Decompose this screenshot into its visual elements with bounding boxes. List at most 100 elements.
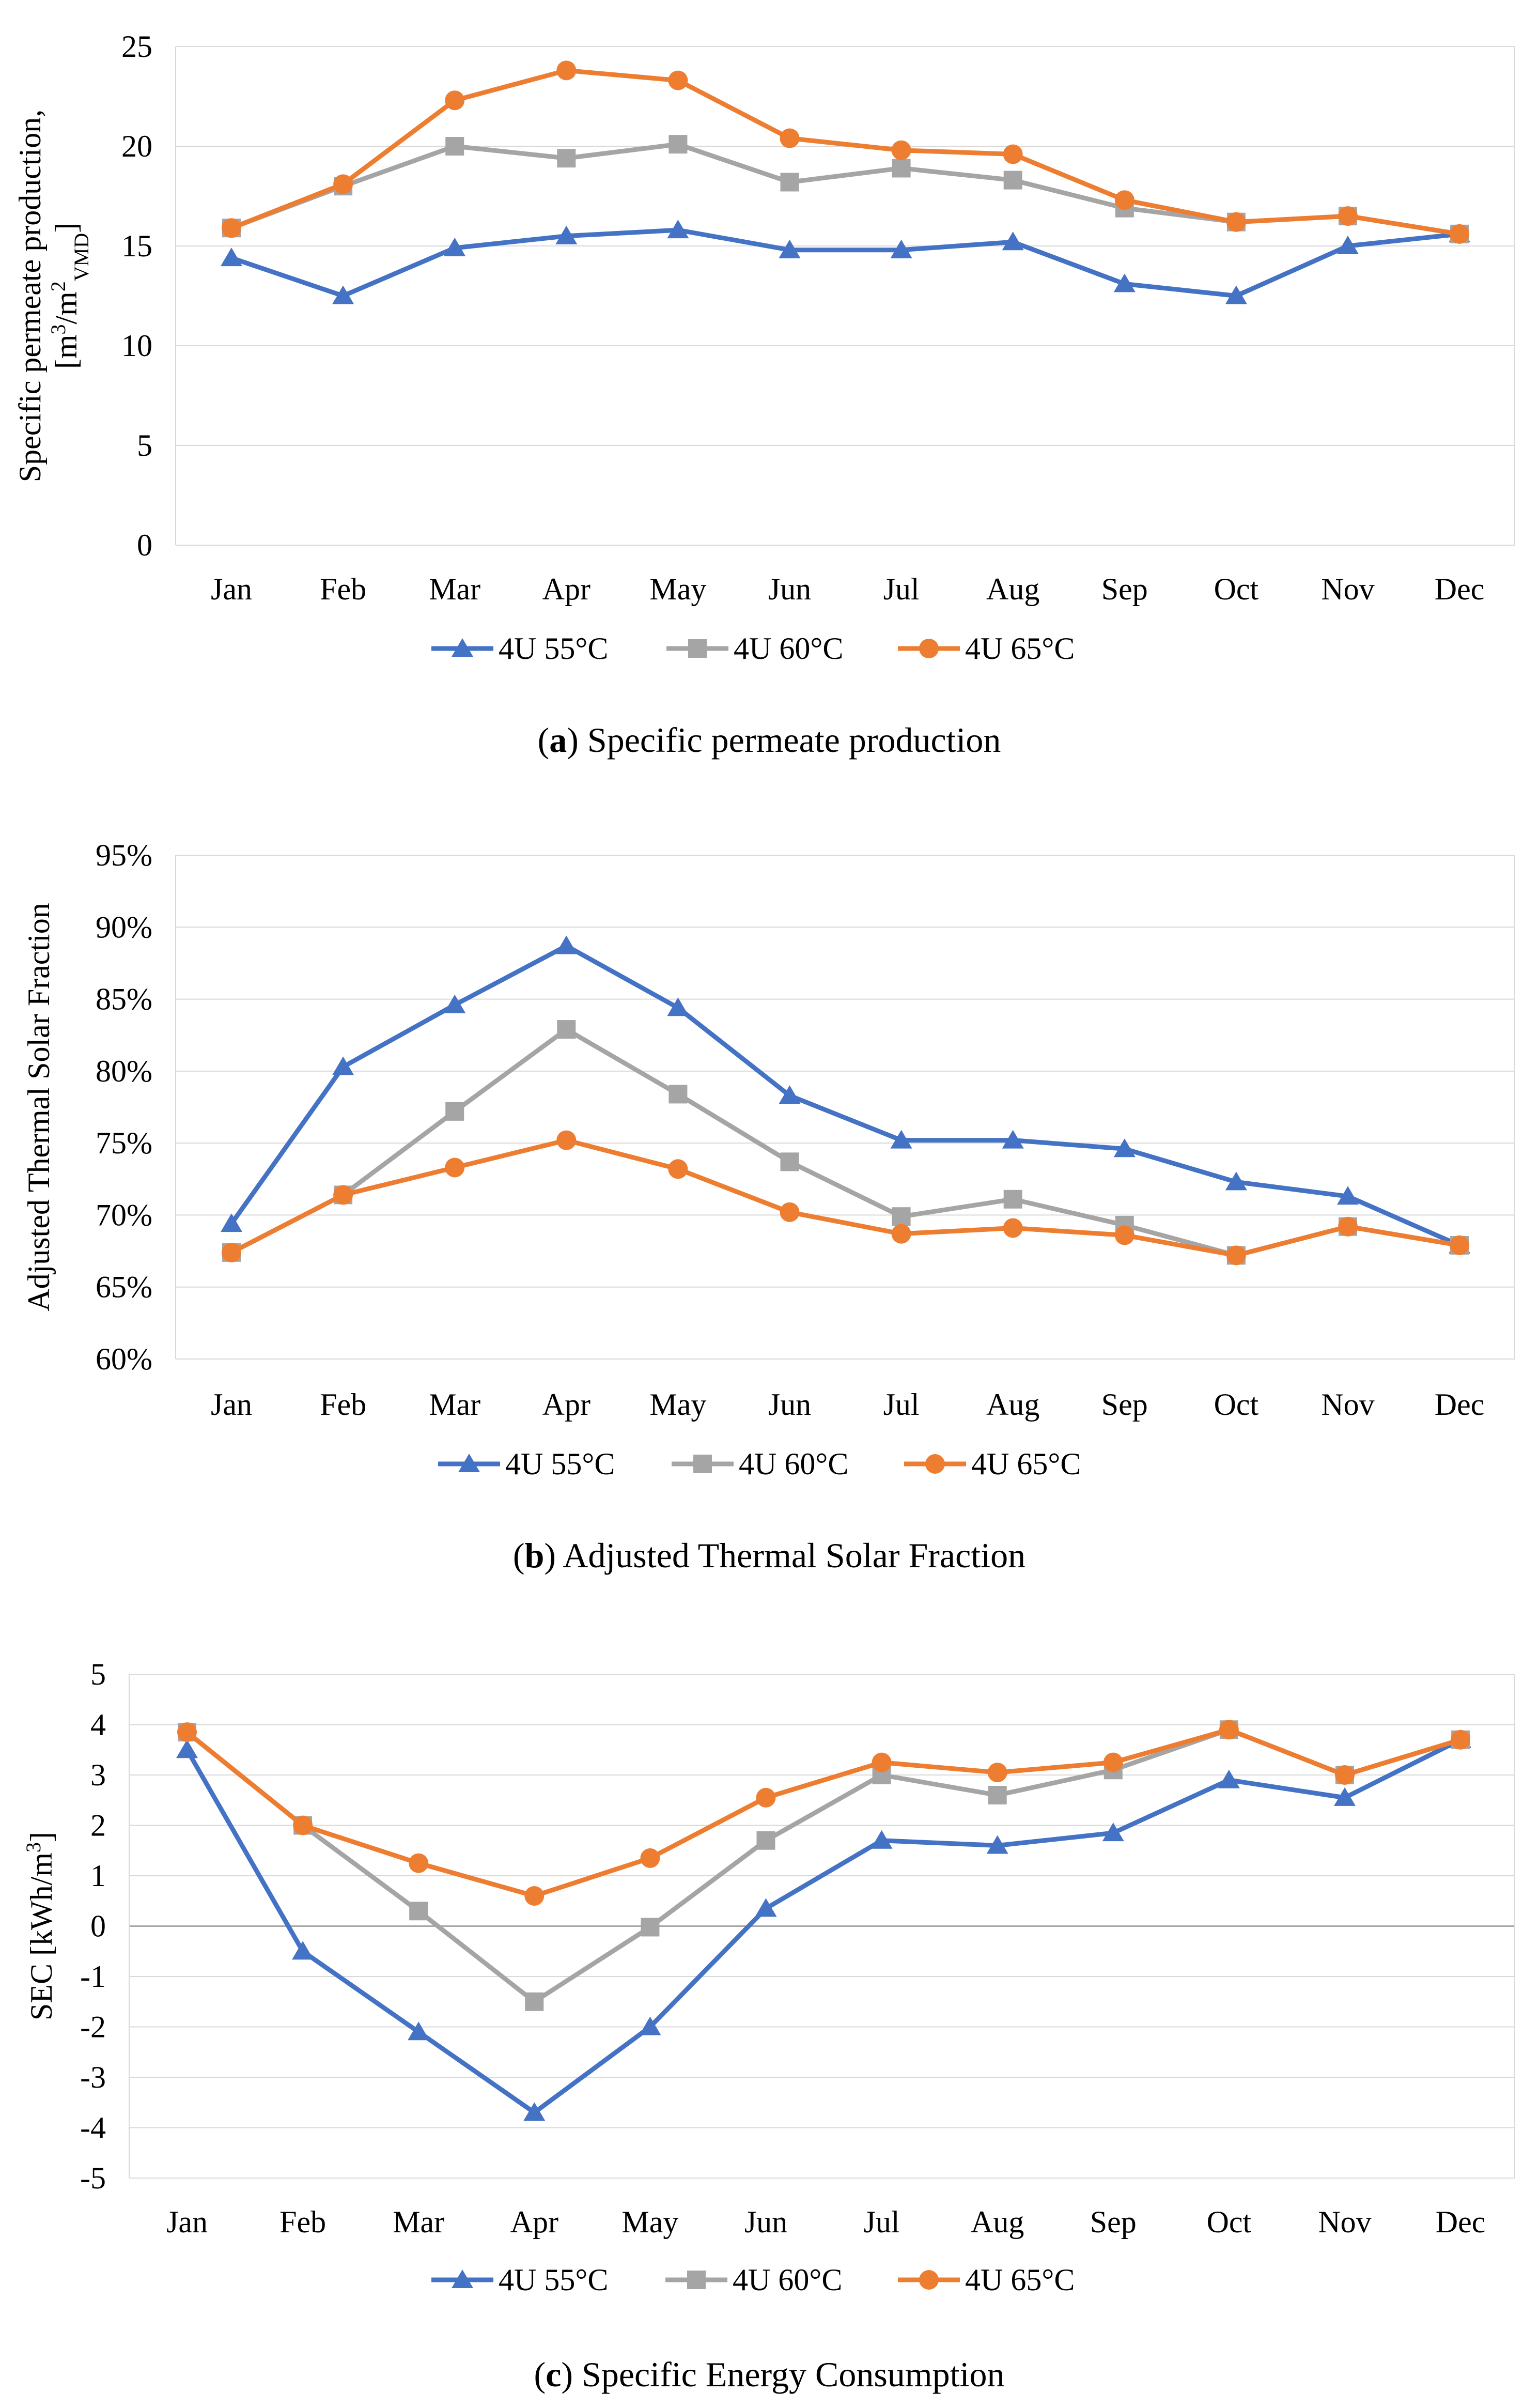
y-tick-label: -1: [80, 1959, 106, 1994]
x-tick-label: Dec: [1435, 1387, 1485, 1422]
legend-label: 4U 65°C: [965, 2263, 1075, 2297]
data-point-square: [641, 1918, 660, 1937]
data-point-circle: [445, 90, 465, 111]
series-line-triangle: [229, 944, 1460, 1248]
y-tick-label: 3: [90, 1758, 106, 1792]
legend-marker-square: [693, 1455, 712, 1473]
data-point-triangle: [176, 1739, 198, 1758]
y-tick-label: 65%: [96, 1270, 152, 1304]
x-tick-label: Nov: [1318, 2205, 1371, 2239]
data-point-circle: [1003, 144, 1023, 164]
caption-paren: (: [513, 1536, 525, 1575]
data-point-triangle: [890, 239, 912, 258]
y-tick-label: 25: [121, 29, 152, 64]
legend-label: 4U 55°C: [499, 2263, 608, 2297]
data-point-triangle: [1218, 1769, 1240, 1788]
y-tick-label: 1: [90, 1859, 106, 1893]
chart-b-adjusted-thermal-solar-fraction: 60% 65% 70% 75% 80% 85% 90% 95% Jan Feb Mar Apr May J…: [22, 838, 1515, 1575]
y-tick-label: 90%: [96, 910, 152, 944]
data-point-square: [988, 1786, 1007, 1804]
legend-marker-triangle: [458, 1454, 480, 1472]
x-tick-label: Jan: [211, 1387, 252, 1422]
x-tick-label: Mar: [393, 2205, 444, 2239]
x-tick-label: Aug: [986, 572, 1039, 606]
x-tick-label: Feb: [320, 1387, 366, 1422]
x-tick-label: Sep: [1101, 1387, 1148, 1422]
data-point-circle: [891, 1224, 911, 1244]
y-tick-label: -3: [80, 2060, 106, 2094]
data-point-triangle: [639, 2016, 661, 2035]
data-point-triangle: [1337, 236, 1359, 254]
data-point-circle: [668, 70, 688, 90]
data-point-triangle: [1337, 1186, 1359, 1205]
x-tick-label: Jul: [883, 1387, 920, 1422]
y-axis-unit-sup: 2: [46, 281, 70, 291]
data-point-circle: [1103, 1752, 1123, 1772]
x-tick-label: Jul: [883, 572, 920, 606]
data-point-circle: [1338, 206, 1358, 226]
x-tick-label: Dec: [1436, 2205, 1486, 2239]
y-tick-label: 60%: [96, 1342, 152, 1376]
y-tick-label: -5: [80, 2161, 106, 2195]
data-point-triangle: [755, 1898, 777, 1917]
data-point-square: [780, 173, 799, 192]
caption-paren: (: [534, 2355, 546, 2394]
data-point-circle: [987, 1763, 1007, 1783]
y-tick-label: 20: [121, 129, 152, 163]
data-point-triangle: [332, 285, 354, 304]
data-point-triangle: [1113, 1138, 1136, 1157]
data-point-circle: [1450, 224, 1470, 244]
caption-paren: ): [567, 720, 579, 760]
data-point-circle: [780, 1202, 800, 1222]
data-point-square: [669, 1085, 688, 1104]
data-point-triangle: [555, 225, 578, 244]
data-point-circle: [872, 1752, 892, 1772]
data-point-triangle: [890, 1130, 912, 1149]
legend-marker-circle: [919, 2270, 939, 2290]
y-tick-label: 80%: [96, 1054, 152, 1088]
legend-marker-square: [688, 639, 707, 658]
x-tick-label: Oct: [1214, 572, 1259, 606]
y-tick-label: 0: [90, 1909, 106, 1943]
caption-text: Specific Energy Consumption: [573, 2355, 1004, 2394]
data-point-triangle: [292, 1941, 314, 1960]
y-tick-label: 4: [90, 1708, 106, 1742]
x-tick-label: Sep: [1101, 572, 1148, 606]
data-point-circle: [640, 1848, 660, 1868]
legend-label: 4U 65°C: [971, 1447, 1081, 1481]
data-point-triangle: [1102, 1823, 1124, 1842]
data-point-square: [892, 1207, 911, 1226]
data-point-circle: [1226, 1245, 1246, 1265]
data-point-triangle: [1225, 285, 1247, 304]
data-point-square: [780, 1152, 799, 1171]
data-point-triangle: [1002, 1130, 1024, 1149]
chart-caption: (c) Specific Energy Consumption: [534, 2355, 1005, 2394]
data-point-circle: [556, 60, 577, 81]
y-tick-label: 15: [121, 229, 152, 263]
x-tick-label: May: [649, 1387, 706, 1422]
x-tick-label: Mar: [429, 1387, 480, 1422]
data-point-circle: [1226, 212, 1246, 232]
legend-marker-circle: [919, 639, 939, 658]
chart-caption: (b) Adjusted Thermal Solar Fraction: [513, 1536, 1025, 1575]
data-point-square: [557, 1020, 576, 1039]
data-point-circle: [333, 1185, 353, 1205]
series-line-circle: [230, 1138, 1460, 1258]
y-tick-label: 85%: [96, 982, 152, 1016]
data-point-triangle: [408, 2021, 430, 2041]
y-axis-title-line1: Specific permeate production,: [13, 110, 47, 482]
legend-label: 4U 65°C: [965, 631, 1075, 666]
series-line-triangle: [185, 1737, 1462, 2115]
y-axis-unit-part: [m: [49, 335, 83, 369]
legend-marker-square: [687, 2271, 706, 2289]
legend-label: 4U 60°C: [733, 2263, 842, 2297]
data-point-triangle: [221, 248, 242, 267]
data-point-triangle: [779, 1085, 801, 1104]
x-tick-label: May: [649, 572, 706, 606]
y-tick-label: -2: [80, 2010, 106, 2044]
x-tick-label: Jan: [166, 2205, 208, 2239]
data-point-triangle: [555, 935, 578, 954]
x-tick-label: Aug: [971, 2205, 1024, 2239]
data-point-triangle: [1225, 1171, 1247, 1191]
x-tick-label: Jun: [768, 572, 811, 606]
